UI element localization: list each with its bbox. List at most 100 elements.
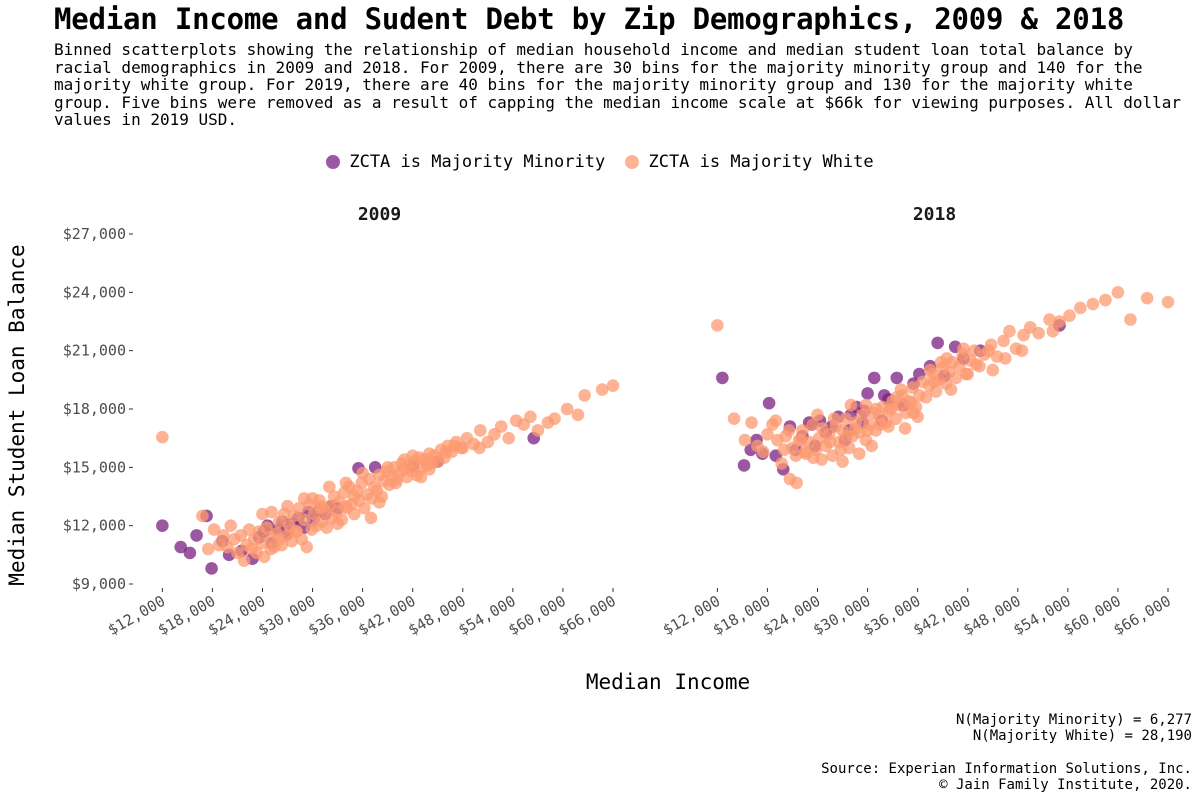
point-2009-white — [571, 408, 585, 422]
panel-title-2018: 2018 — [913, 204, 956, 225]
point-2009-white — [156, 430, 169, 444]
point-2009-minority — [205, 562, 218, 575]
point-2009-white — [216, 529, 230, 542]
point-2018-white — [997, 334, 1010, 348]
point-2009-white — [494, 420, 508, 433]
chart-subtitle: Binned scatterplots showing the relation… — [54, 40, 1182, 129]
point-2009-white — [524, 410, 537, 424]
point-2018-white — [873, 418, 887, 431]
point-2018-minority — [737, 459, 751, 472]
point-2009-white — [256, 507, 269, 521]
point-2018-white — [861, 424, 874, 437]
point-2018-white — [1111, 286, 1125, 299]
point-2018-white — [827, 412, 841, 426]
point-2018-white — [928, 375, 941, 389]
point-2018-white — [1086, 297, 1100, 311]
point-2009-white — [448, 439, 461, 453]
x-tick-label: $66,000 — [1110, 592, 1174, 639]
point-2009-white — [260, 521, 273, 534]
point-2018-white — [957, 342, 970, 356]
point-2018-white — [738, 433, 752, 447]
point-2018-white — [711, 319, 724, 332]
point-2009-white — [473, 441, 486, 455]
point-2018-white — [907, 406, 920, 420]
point-2018-white — [796, 424, 809, 437]
point-2018-white — [823, 435, 837, 449]
legend-dot-white — [625, 155, 640, 169]
point-2009-white — [358, 501, 371, 515]
point-2018-white — [982, 344, 995, 357]
point-2018-white — [865, 439, 879, 453]
point-2018-white — [898, 422, 912, 435]
point-2018-minority — [762, 396, 776, 410]
y-tick-label: $24,000 — [63, 283, 126, 301]
point-2009-white — [595, 383, 609, 396]
point-2009-white — [381, 461, 394, 474]
point-2018-white — [836, 455, 849, 468]
point-2009-white — [242, 523, 256, 536]
point-2009-white — [272, 532, 286, 546]
point-2009-white — [339, 476, 353, 490]
y-tick-label: $12,000 — [63, 517, 126, 535]
chart-title: Median Income and Sudent Debt by Zip Dem… — [54, 2, 1125, 36]
point-2018-white — [727, 412, 741, 426]
point-2018-white — [919, 391, 933, 404]
point-2009-white — [356, 466, 369, 480]
point-2009-white — [322, 480, 336, 494]
point-2018-white — [929, 385, 943, 398]
point-2018-white — [1099, 293, 1112, 307]
point-2009-white — [292, 501, 306, 515]
point-2009-white — [389, 476, 403, 490]
point-2009-white — [320, 521, 334, 534]
point-2009-white — [578, 389, 591, 402]
point-2009-minority — [156, 519, 169, 532]
point-2018-white — [811, 408, 824, 422]
point-2018-white — [1046, 324, 1060, 338]
point-2009-white — [373, 496, 386, 509]
point-2018-white — [769, 414, 783, 427]
point-2018-white — [856, 408, 869, 422]
point-2009-white — [606, 379, 620, 392]
point-2018-minority — [716, 371, 729, 385]
point-2018-white — [848, 422, 862, 435]
point-2018-white — [806, 418, 819, 431]
point-2009-white — [560, 402, 574, 416]
point-2018-white — [839, 412, 853, 426]
point-2018-white — [775, 457, 788, 470]
point-2009-white — [414, 470, 428, 484]
point-2018-white — [944, 383, 958, 396]
point-2009-white — [531, 424, 545, 437]
point-2009-white — [289, 525, 303, 538]
point-2009-minority — [174, 540, 188, 554]
point-2009-white — [423, 462, 436, 476]
count-white: N(Majority White) = 28,190 — [972, 728, 1192, 744]
point-2018-white — [1015, 344, 1029, 357]
point-2018-minority — [931, 336, 944, 350]
point-2018-white — [889, 412, 903, 426]
legend-label-minority: ZCTA is Majority Minority — [349, 152, 606, 172]
legend-label-white: ZCTA is Majority White — [648, 152, 874, 172]
point-2018-white — [1003, 324, 1016, 338]
point-2018-minority — [890, 371, 904, 385]
y-tick-label: $9,000 — [72, 575, 126, 593]
point-2009-white — [347, 490, 361, 503]
point-2018-white — [840, 429, 853, 443]
point-2018-white — [998, 352, 1012, 365]
point-2009-white — [300, 540, 314, 554]
legend-item-minority: ZCTA is Majority Minority — [326, 152, 605, 172]
point-2018-white — [777, 443, 791, 457]
point-2009-white — [297, 492, 311, 505]
point-2018-white — [869, 402, 883, 416]
point-2018-white — [794, 433, 808, 447]
point-2018-white — [844, 398, 858, 412]
source-text: Source: Experian Information Solutions, … — [821, 761, 1192, 777]
point-2018-white — [969, 357, 983, 371]
point-2018-white — [859, 398, 873, 412]
point-2018-white — [949, 371, 963, 385]
point-2009-white — [285, 534, 299, 548]
point-2018-white — [852, 447, 866, 461]
panel-title-2009: 2009 — [358, 204, 401, 225]
legend-item-white: ZCTA is Majority White — [625, 152, 874, 172]
point-2018-white — [1161, 295, 1175, 309]
